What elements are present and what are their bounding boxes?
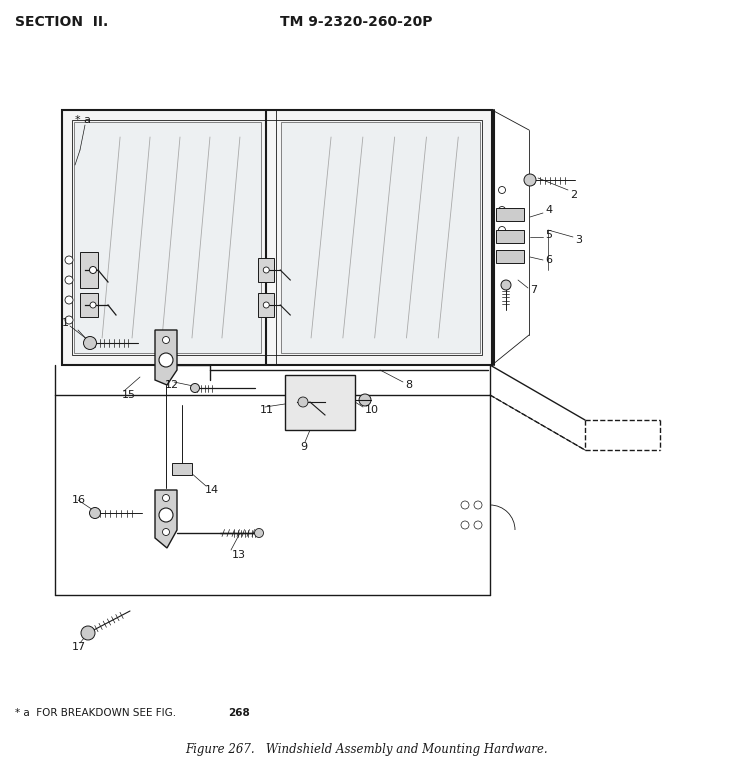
Bar <box>281 122 480 353</box>
Circle shape <box>81 626 95 640</box>
Circle shape <box>359 394 371 406</box>
Circle shape <box>298 397 308 407</box>
Circle shape <box>255 529 264 538</box>
Text: 6: 6 <box>545 255 552 265</box>
Text: 9: 9 <box>300 442 307 452</box>
Circle shape <box>264 267 269 273</box>
Text: 7: 7 <box>530 285 537 295</box>
Text: 16: 16 <box>72 495 86 505</box>
Bar <box>80 252 98 288</box>
Bar <box>258 258 274 282</box>
Circle shape <box>461 501 469 509</box>
Bar <box>496 230 524 243</box>
Circle shape <box>461 521 469 529</box>
Circle shape <box>159 508 173 522</box>
Circle shape <box>498 226 506 233</box>
Circle shape <box>65 296 73 304</box>
Text: 11: 11 <box>260 405 274 415</box>
Bar <box>496 250 524 263</box>
Circle shape <box>190 384 200 392</box>
Bar <box>285 375 355 430</box>
Text: 13: 13 <box>232 550 246 560</box>
Circle shape <box>501 280 511 290</box>
Circle shape <box>163 336 170 343</box>
Text: 8: 8 <box>405 380 412 390</box>
Circle shape <box>65 316 73 324</box>
Circle shape <box>83 336 97 350</box>
Text: 10: 10 <box>365 405 379 415</box>
Polygon shape <box>155 490 177 548</box>
Text: 2: 2 <box>570 190 577 200</box>
Text: Figure 267.   Windshield Assembly and Mounting Hardware.: Figure 267. Windshield Assembly and Moun… <box>184 743 548 756</box>
Circle shape <box>474 521 482 529</box>
Text: 14: 14 <box>205 485 219 495</box>
Text: 12: 12 <box>165 380 179 390</box>
Text: TM 9-2320-260-20P: TM 9-2320-260-20P <box>280 15 433 29</box>
Text: 3: 3 <box>575 235 582 245</box>
Circle shape <box>498 187 506 194</box>
Circle shape <box>498 206 506 213</box>
Text: * a: * a <box>75 115 91 125</box>
Text: 4: 4 <box>545 205 552 215</box>
Polygon shape <box>155 330 177 385</box>
Bar <box>172 463 192 475</box>
Bar <box>62 110 492 365</box>
Circle shape <box>65 276 73 284</box>
Circle shape <box>524 174 536 186</box>
Text: 1: 1 <box>62 318 69 328</box>
Bar <box>258 293 274 317</box>
Circle shape <box>90 302 96 308</box>
Bar <box>80 293 98 317</box>
Text: 268: 268 <box>228 708 250 718</box>
Bar <box>72 120 482 355</box>
Circle shape <box>264 302 269 308</box>
Circle shape <box>89 508 100 518</box>
Text: 15: 15 <box>122 390 136 400</box>
Bar <box>496 208 524 221</box>
Circle shape <box>89 267 97 274</box>
Bar <box>74 122 261 353</box>
Text: 5: 5 <box>545 230 552 240</box>
Circle shape <box>474 501 482 509</box>
Text: SECTION  II.: SECTION II. <box>15 15 108 29</box>
Circle shape <box>159 353 173 367</box>
Text: * a  FOR BREAKDOWN SEE FIG.: * a FOR BREAKDOWN SEE FIG. <box>15 708 179 718</box>
Circle shape <box>65 256 73 264</box>
Text: 17: 17 <box>72 642 86 652</box>
Circle shape <box>163 494 170 501</box>
Circle shape <box>163 529 170 536</box>
